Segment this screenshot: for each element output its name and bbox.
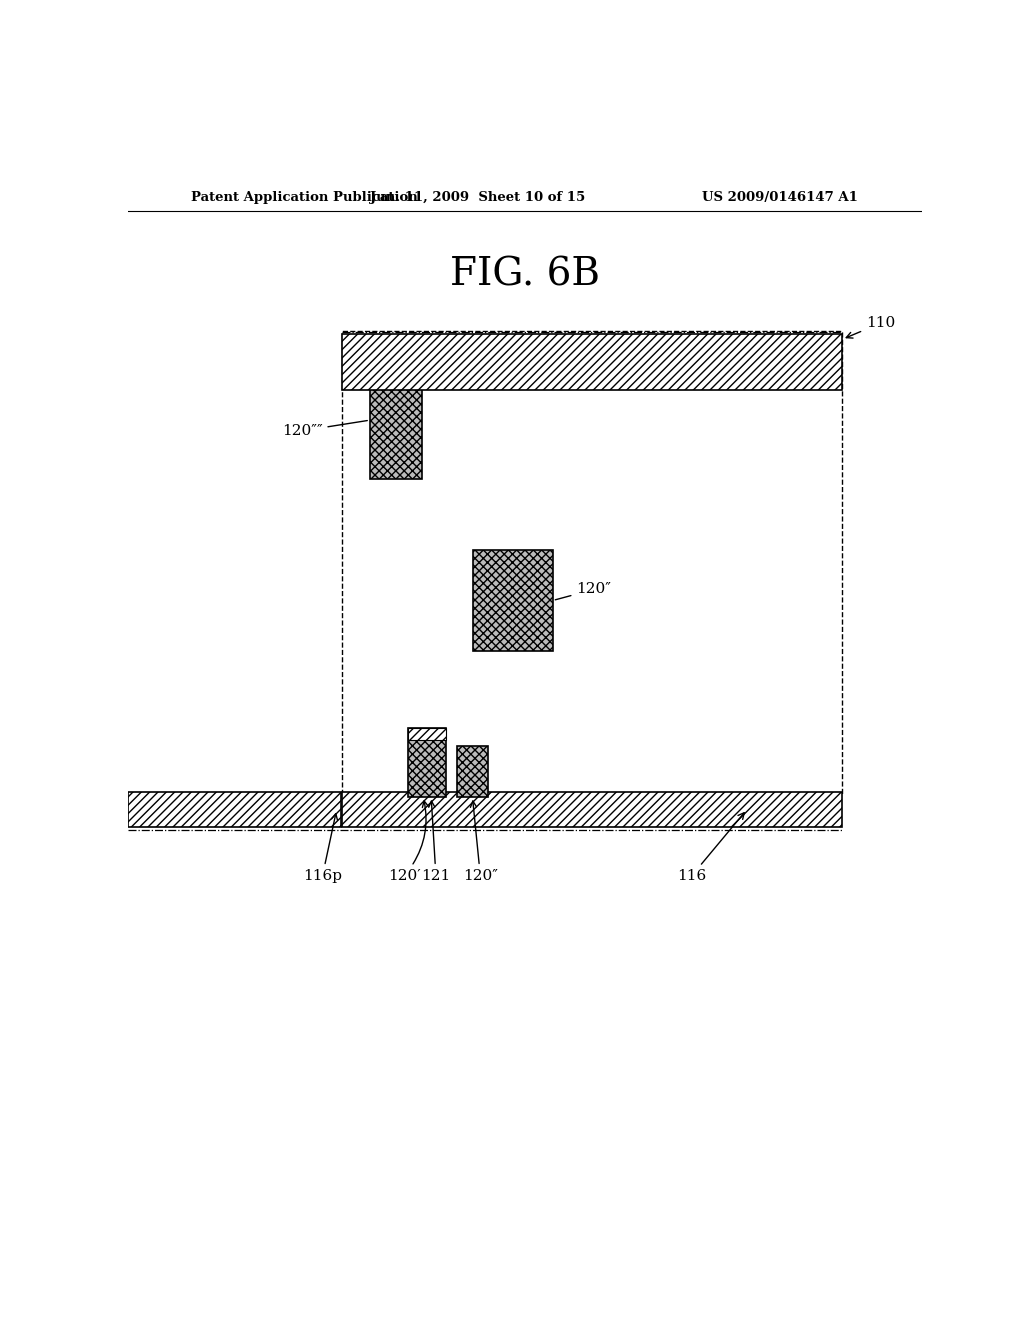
Text: 120″″: 120″″: [282, 421, 368, 438]
Bar: [409, 727, 446, 739]
Text: 120″: 120″: [555, 582, 611, 599]
Text: 110: 110: [846, 315, 895, 338]
Text: FIG. 6B: FIG. 6B: [450, 257, 600, 294]
Text: 116p: 116p: [303, 813, 342, 883]
Bar: [342, 792, 842, 828]
Text: 116: 116: [677, 813, 744, 883]
Text: Jun. 11, 2009  Sheet 10 of 15: Jun. 11, 2009 Sheet 10 of 15: [370, 190, 585, 203]
Text: US 2009/0146147 A1: US 2009/0146147 A1: [702, 190, 858, 203]
Text: 120′: 120′: [388, 801, 428, 883]
Text: Patent Application Publication: Patent Application Publication: [191, 190, 418, 203]
Bar: [342, 331, 842, 793]
Bar: [342, 334, 842, 391]
Bar: [473, 549, 553, 651]
Text: 121: 121: [421, 801, 451, 883]
Text: 120″: 120″: [463, 801, 498, 883]
Bar: [409, 727, 446, 797]
Bar: [458, 746, 487, 797]
Bar: [370, 362, 422, 479]
Bar: [128, 792, 341, 828]
